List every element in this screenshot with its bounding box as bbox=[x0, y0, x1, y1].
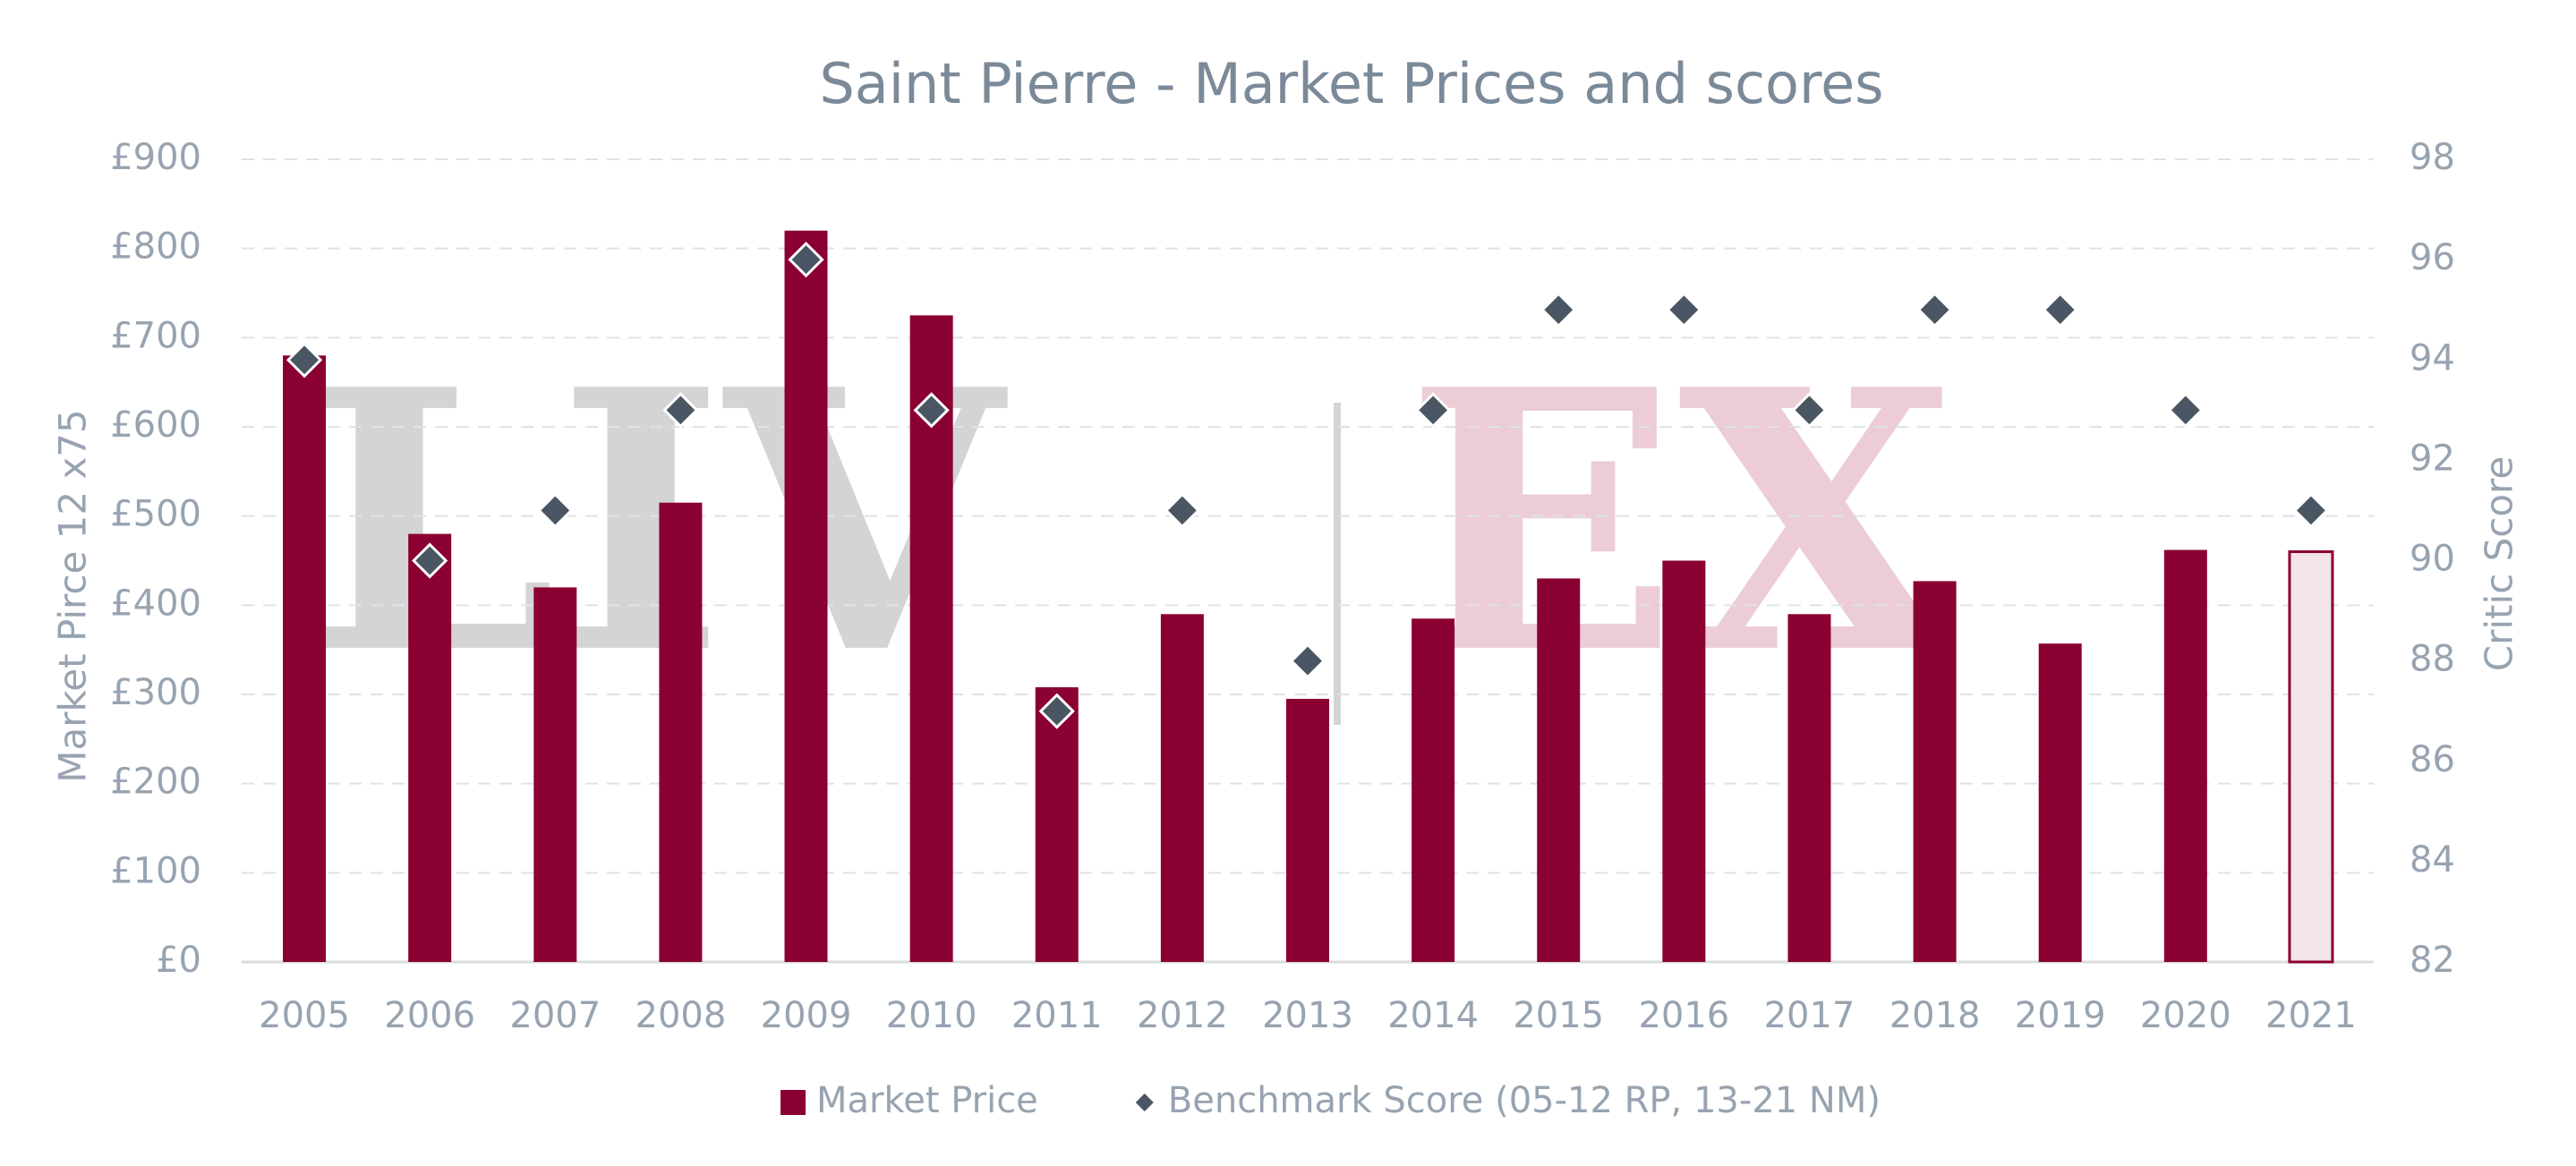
y2-axis-title: Critic Score bbox=[2478, 456, 2521, 671]
x-tick-label: 2006 bbox=[384, 995, 475, 1036]
score-marker bbox=[1164, 492, 1201, 529]
chart-title: Saint Pierre - Market Prices and scores bbox=[819, 51, 1883, 116]
y-tick-label: £800 bbox=[110, 226, 201, 268]
bar bbox=[2288, 550, 2334, 964]
bar bbox=[1787, 614, 1831, 962]
score-marker bbox=[286, 342, 323, 379]
bar bbox=[2038, 643, 2082, 962]
x-tick-label: 2020 bbox=[2140, 995, 2231, 1036]
bar bbox=[659, 502, 703, 962]
y-tick-label: £100 bbox=[110, 850, 201, 891]
x-tick-label: 2007 bbox=[509, 995, 601, 1036]
x-tick-label: 2021 bbox=[2265, 995, 2357, 1036]
x-tick-label: 2018 bbox=[1889, 995, 1981, 1036]
y2-tick-label: 82 bbox=[2410, 940, 2455, 981]
bar bbox=[1662, 560, 1706, 962]
bar bbox=[1913, 581, 1957, 962]
y2-tick-label: 90 bbox=[2410, 539, 2455, 580]
bar bbox=[784, 230, 828, 962]
score-marker bbox=[1916, 292, 1953, 328]
x-tick-label: 2008 bbox=[635, 995, 727, 1036]
score-marker bbox=[2292, 492, 2330, 529]
y2-tick-label: 84 bbox=[2410, 839, 2455, 881]
bar bbox=[533, 587, 577, 962]
x-tick-label: 2010 bbox=[886, 995, 977, 1036]
y-tick-label: £400 bbox=[110, 583, 201, 624]
y-tick-label: £0 bbox=[156, 940, 201, 981]
y-tick-label: £300 bbox=[110, 672, 201, 713]
bar bbox=[2163, 549, 2207, 962]
y2-tick-label: 88 bbox=[2410, 639, 2455, 680]
legend-label: Benchmark Score (05-12 RP, 13-21 NM) bbox=[1168, 1080, 1881, 1121]
x-tick-label: 2015 bbox=[1513, 995, 1604, 1036]
y2-tick-label: 96 bbox=[2410, 237, 2455, 278]
score-marker bbox=[2042, 292, 2078, 328]
x-tick-label: 2017 bbox=[1764, 995, 1855, 1036]
bar bbox=[1537, 578, 1581, 962]
x-tick-label: 2012 bbox=[1137, 995, 1228, 1036]
bar bbox=[1035, 687, 1079, 962]
legend-label: Market Price bbox=[816, 1080, 1038, 1121]
y-axis-title: Market Pirce 12 x75 bbox=[51, 409, 95, 783]
score-marker bbox=[662, 392, 699, 429]
y-tick-label: £500 bbox=[110, 494, 201, 535]
bar bbox=[1160, 614, 1204, 962]
legend-swatch bbox=[1135, 1094, 1154, 1111]
x-tick-label: 2011 bbox=[1011, 995, 1103, 1036]
y2-tick-label: 86 bbox=[2410, 739, 2455, 780]
bar bbox=[1286, 698, 1329, 962]
bar bbox=[1412, 618, 1455, 962]
y-tick-label: £700 bbox=[110, 315, 201, 356]
score-marker bbox=[1791, 392, 1828, 429]
x-tick-label: 2019 bbox=[2015, 995, 2106, 1036]
x-tick-label: 2005 bbox=[259, 995, 350, 1036]
y2-tick-label: 92 bbox=[2410, 438, 2455, 479]
x-tick-label: 2014 bbox=[1387, 995, 1479, 1036]
bar bbox=[283, 355, 327, 962]
score-marker bbox=[412, 542, 448, 579]
score-marker bbox=[1038, 693, 1075, 729]
y-tick-label: £200 bbox=[110, 762, 201, 803]
score-marker bbox=[1414, 392, 1452, 429]
x-tick-label: 2009 bbox=[761, 995, 852, 1036]
x-tick-label: 2016 bbox=[1638, 995, 1729, 1036]
score-marker bbox=[1289, 643, 1326, 679]
score-marker bbox=[537, 492, 574, 529]
y2-tick-label: 98 bbox=[2410, 137, 2455, 178]
y-tick-label: £600 bbox=[110, 404, 201, 446]
y-tick-label: £900 bbox=[110, 137, 201, 178]
score-marker bbox=[1540, 292, 1577, 328]
legend-swatch bbox=[780, 1090, 806, 1115]
score-marker bbox=[2167, 392, 2204, 429]
score-marker bbox=[788, 242, 824, 278]
y2-tick-label: 94 bbox=[2410, 337, 2455, 379]
score-marker bbox=[913, 392, 950, 429]
x-tick-label: 2013 bbox=[1262, 995, 1353, 1036]
bar bbox=[408, 533, 452, 962]
score-marker bbox=[1666, 292, 1702, 328]
